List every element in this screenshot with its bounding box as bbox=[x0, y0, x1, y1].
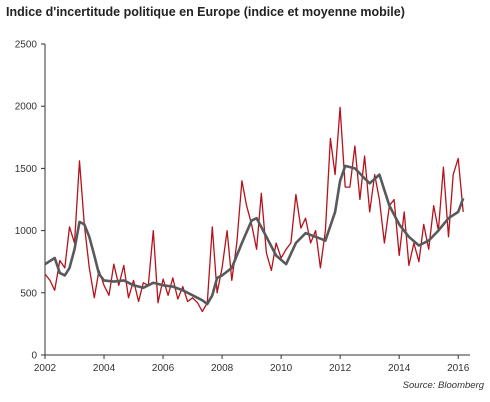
x-tick-label: 2002 bbox=[34, 363, 57, 374]
y-tick-label: 2500 bbox=[15, 40, 38, 51]
x-tick-label: 2014 bbox=[388, 363, 411, 374]
y-tick-label: 500 bbox=[20, 288, 37, 299]
y-tick-label: 2000 bbox=[15, 102, 38, 113]
series-line bbox=[44, 106, 464, 313]
y-tick-label: 1000 bbox=[15, 226, 38, 237]
x-tick-label: 2012 bbox=[329, 363, 352, 374]
x-tick-label: 2008 bbox=[211, 363, 234, 374]
y-tick-label: 0 bbox=[31, 351, 37, 362]
x-tick-label: 2004 bbox=[93, 363, 116, 374]
chart-title: Indice d'incertitude politique en Europe… bbox=[6, 5, 405, 19]
source: Source: Bloomberg bbox=[403, 380, 485, 391]
x-tick-label: 2010 bbox=[270, 363, 293, 374]
x-tick-label: 2016 bbox=[447, 363, 470, 374]
y-tick-label: 1500 bbox=[15, 164, 38, 175]
series-line bbox=[44, 164, 465, 306]
x-tick-label: 2006 bbox=[152, 363, 175, 374]
